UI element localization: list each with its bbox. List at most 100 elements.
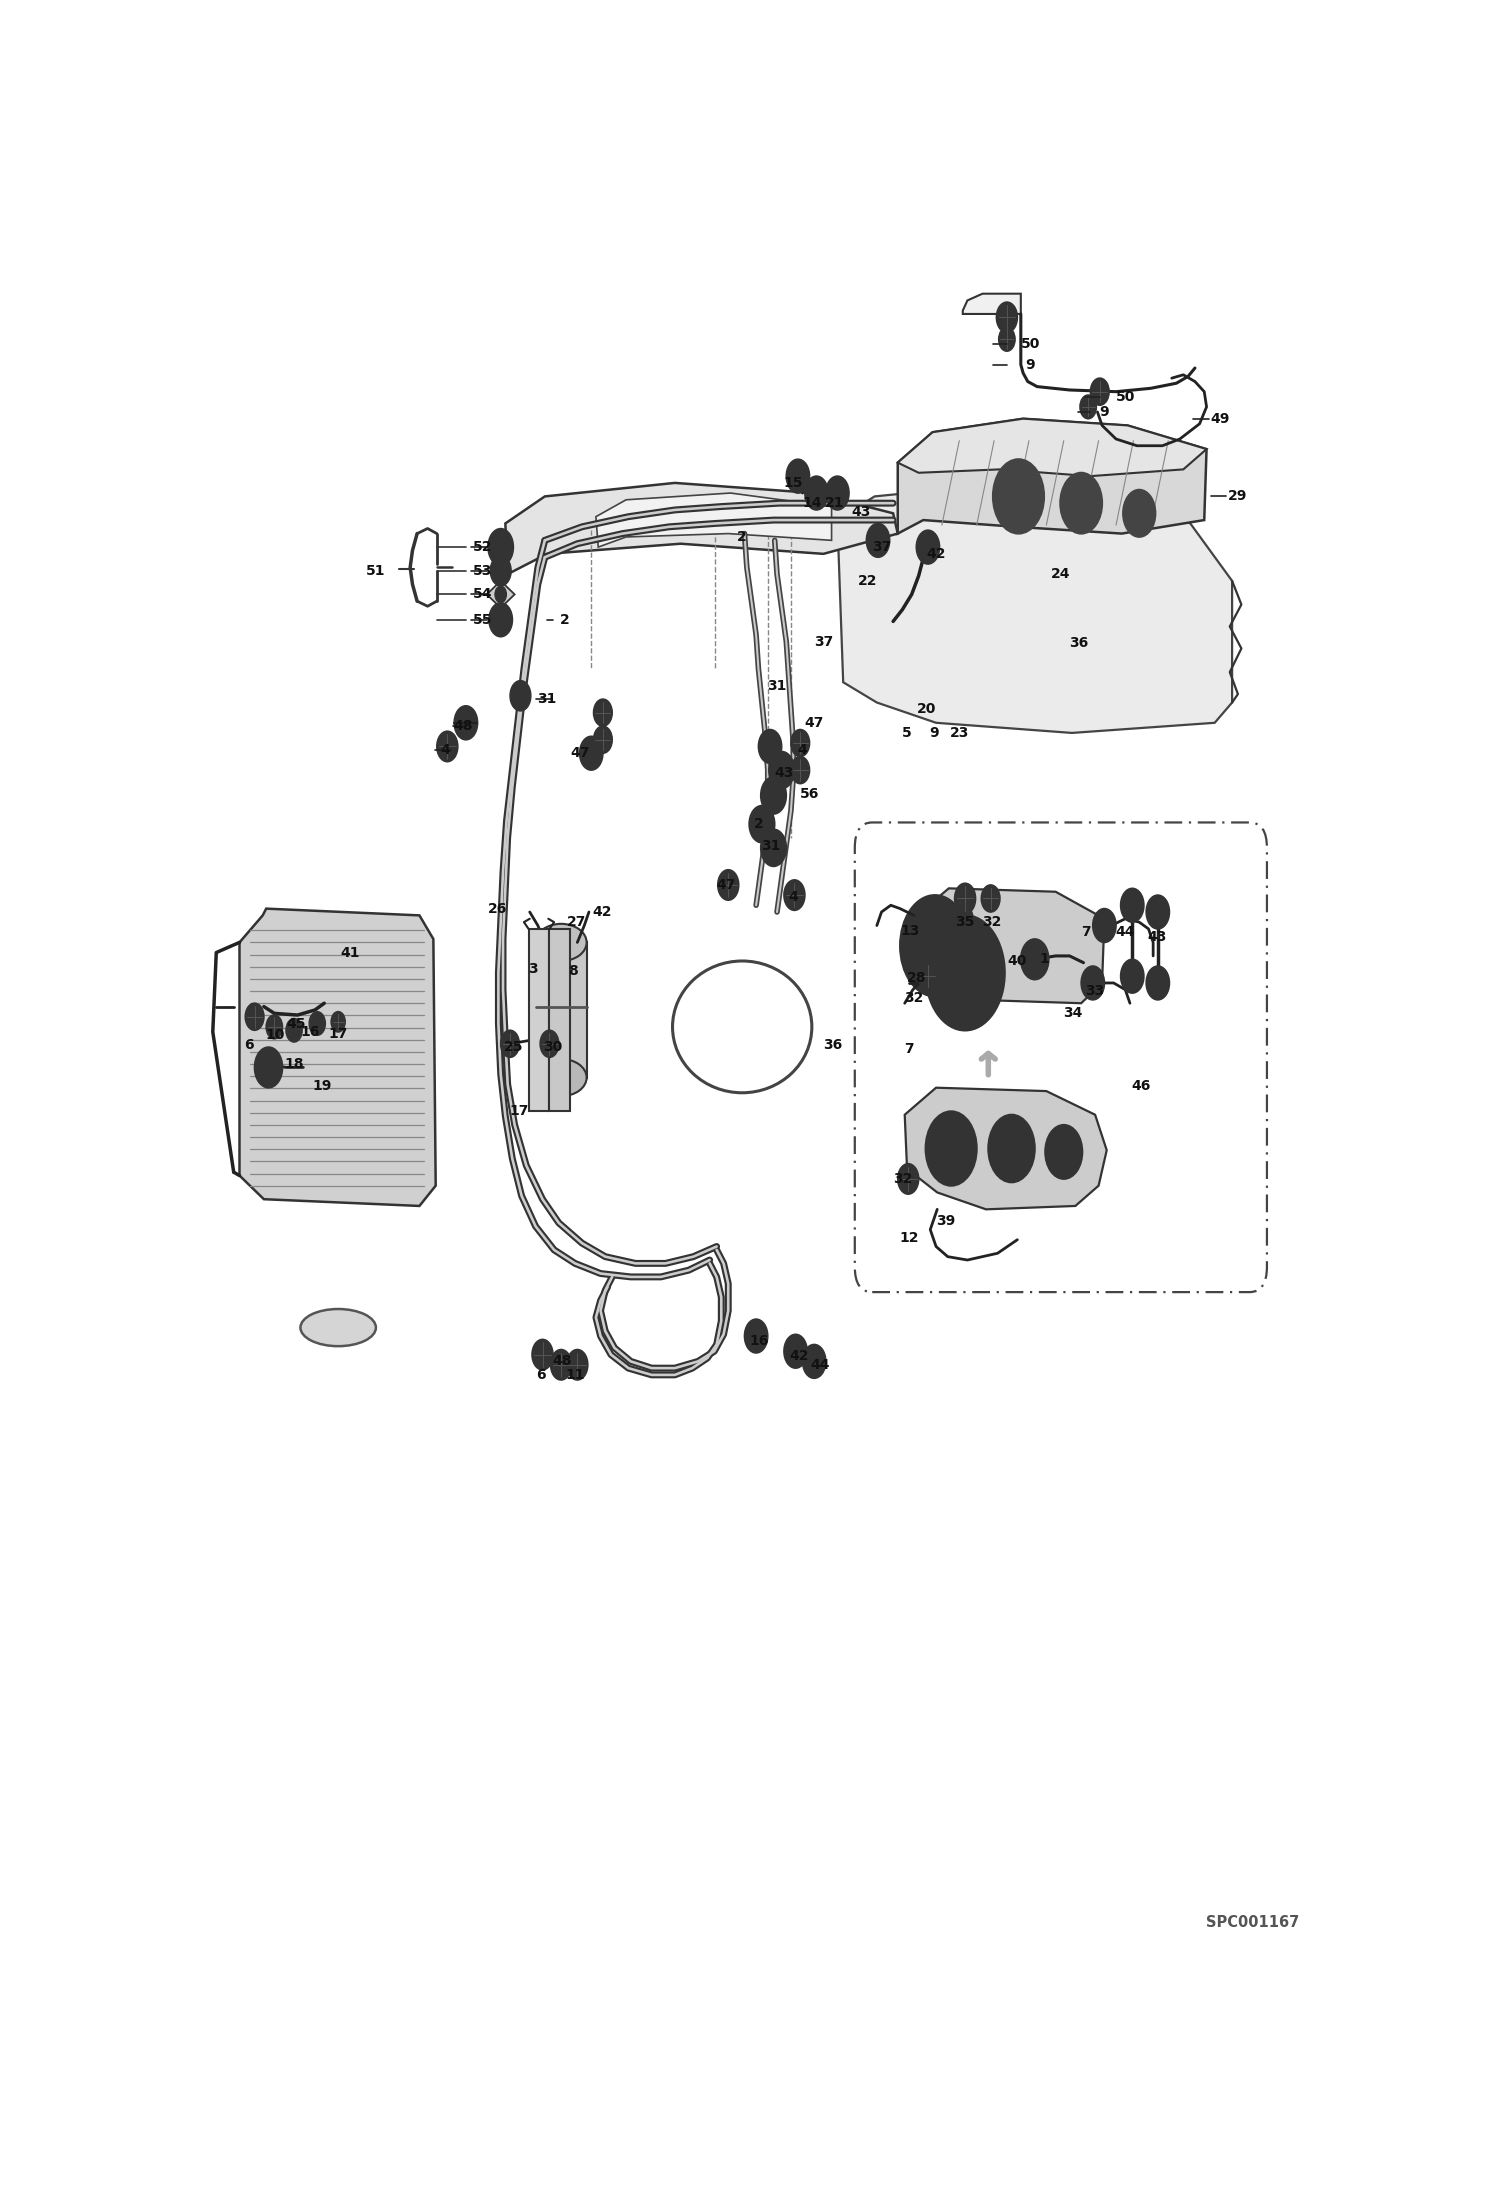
Text: 39: 39 [936, 1213, 956, 1229]
Circle shape [566, 1349, 587, 1380]
Circle shape [291, 1025, 298, 1036]
Text: 52: 52 [472, 540, 491, 555]
Circle shape [900, 895, 969, 996]
Text: 44: 44 [810, 1358, 830, 1371]
Circle shape [1080, 395, 1097, 419]
Text: 9: 9 [1100, 406, 1109, 419]
Circle shape [1061, 472, 1103, 533]
Circle shape [488, 529, 514, 566]
Text: 37: 37 [872, 540, 891, 555]
Circle shape [917, 919, 954, 972]
Text: 6: 6 [536, 1367, 547, 1382]
Text: 22: 22 [858, 575, 878, 588]
Text: 4: 4 [440, 744, 449, 757]
Circle shape [255, 1047, 283, 1088]
Circle shape [996, 303, 1017, 333]
Circle shape [761, 829, 786, 867]
Text: 27: 27 [566, 915, 586, 928]
Circle shape [1094, 908, 1116, 943]
Text: 36: 36 [1070, 636, 1089, 649]
Circle shape [956, 959, 974, 987]
Text: 9: 9 [1025, 358, 1035, 371]
Bar [529, 928, 550, 1112]
Circle shape [745, 1319, 767, 1354]
Circle shape [494, 540, 506, 555]
Text: 21: 21 [825, 496, 845, 511]
Circle shape [866, 524, 890, 557]
Text: 17: 17 [509, 1104, 529, 1119]
Polygon shape [897, 419, 1206, 533]
Text: 26: 26 [487, 902, 506, 915]
Circle shape [989, 1115, 1035, 1183]
Circle shape [783, 880, 804, 911]
Text: 25: 25 [503, 1040, 523, 1053]
Text: 32: 32 [905, 992, 924, 1005]
Text: 44: 44 [1116, 926, 1135, 939]
Circle shape [494, 586, 506, 603]
Polygon shape [596, 494, 831, 546]
Circle shape [1091, 377, 1109, 406]
Circle shape [768, 753, 794, 788]
Polygon shape [505, 483, 897, 575]
Text: 48: 48 [553, 1354, 572, 1369]
Ellipse shape [301, 1310, 376, 1347]
Circle shape [286, 1018, 303, 1042]
Text: 29: 29 [1228, 489, 1248, 502]
Circle shape [939, 1132, 963, 1165]
Text: 20: 20 [917, 702, 936, 715]
Text: 34: 34 [1064, 1007, 1083, 1020]
Text: 32: 32 [983, 915, 1002, 928]
Circle shape [758, 731, 782, 764]
Circle shape [783, 1334, 807, 1369]
Circle shape [509, 680, 530, 711]
Circle shape [246, 1003, 264, 1031]
Text: 1: 1 [1040, 952, 1049, 965]
Text: 28: 28 [906, 972, 926, 985]
Text: 9: 9 [929, 726, 939, 739]
Text: 19: 19 [312, 1079, 331, 1093]
Circle shape [786, 459, 809, 494]
Text: 23: 23 [950, 726, 969, 739]
Text: 7: 7 [905, 1042, 914, 1055]
Text: 2: 2 [737, 531, 748, 544]
Text: 47: 47 [569, 746, 589, 759]
Circle shape [718, 869, 739, 900]
Text: 50: 50 [1116, 391, 1135, 404]
Text: 31: 31 [761, 838, 780, 853]
Circle shape [749, 805, 774, 842]
Circle shape [825, 476, 849, 509]
Circle shape [437, 731, 458, 761]
Circle shape [993, 459, 1044, 533]
Circle shape [580, 737, 602, 770]
Circle shape [313, 1018, 321, 1029]
Text: 17: 17 [328, 1027, 348, 1040]
Circle shape [490, 555, 511, 586]
Circle shape [981, 884, 1001, 913]
Text: 30: 30 [544, 1040, 563, 1053]
Circle shape [803, 1345, 825, 1378]
Circle shape [494, 612, 506, 627]
Text: 43: 43 [851, 505, 870, 518]
Text: 24: 24 [1050, 566, 1070, 581]
Text: 4: 4 [788, 891, 798, 904]
Bar [536, 943, 587, 1077]
Circle shape [1121, 959, 1144, 994]
Text: 14: 14 [801, 496, 821, 511]
Text: 31: 31 [767, 678, 786, 693]
Text: 7: 7 [1082, 926, 1091, 939]
Text: 46: 46 [1132, 1079, 1152, 1093]
Bar [550, 928, 571, 1112]
Text: 18: 18 [285, 1058, 304, 1071]
Circle shape [532, 1338, 553, 1369]
Text: 54: 54 [472, 588, 491, 601]
Circle shape [331, 1011, 345, 1031]
Text: 53: 53 [472, 564, 491, 577]
Text: 37: 37 [813, 634, 833, 649]
Text: 41: 41 [340, 946, 360, 959]
Circle shape [957, 906, 974, 930]
Circle shape [897, 1163, 918, 1194]
Polygon shape [837, 487, 1231, 733]
Circle shape [500, 1031, 520, 1058]
Circle shape [918, 963, 938, 989]
Circle shape [593, 700, 613, 726]
